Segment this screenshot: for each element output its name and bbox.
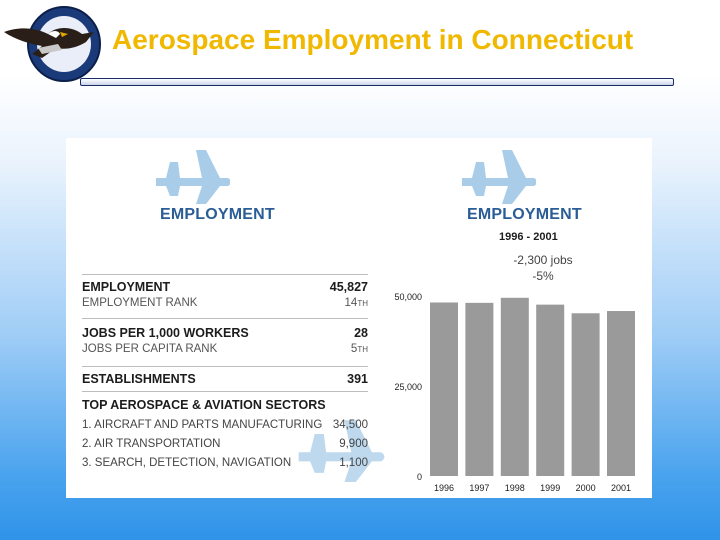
x-tick-label: 1997 [469,483,489,493]
x-tick-label: 1998 [505,483,525,493]
x-tick-label: 1996 [434,483,454,493]
employment-rank-label: EMPLOYMENT RANK [82,297,198,309]
x-tick-label: 2000 [576,483,596,493]
title-underline [80,78,674,86]
y-tick-label: 25,000 [394,382,422,392]
jobs-rank-value: 5TH [350,343,368,355]
y-tick-label: 50,000 [394,292,422,302]
jobs-label: JOBS PER 1,000 WORKERS [82,326,249,340]
employment-rank-value: 14TH [344,297,368,309]
divider [82,391,368,392]
sector-item: 2. AIR TRANSPORTATION 9,900 [82,438,368,450]
sectors-title: TOP AEROSPACE & AVIATION SECTORS [82,398,326,412]
annotation-pct: -5% [532,269,554,283]
airplane-icon [462,150,536,204]
jobs-rank-label: JOBS PER CAPITA RANK [82,343,218,355]
employment-value: 45,827 [329,280,368,294]
y-tick-label: 0 [417,472,422,482]
divider [82,274,368,275]
employment-bar-chart: 0 25,000 50,000 1996 1997 1998 1999 2000 2001 [394,292,635,493]
x-tick-label: 2001 [611,483,631,493]
divider [82,318,368,319]
bar [536,304,565,476]
divider [82,366,368,367]
bar [571,313,600,476]
left-section-heading: EMPLOYMENT [160,206,275,223]
employment-label: EMPLOYMENT [82,280,171,294]
bar [500,297,529,476]
chart-heading: EMPLOYMENT [467,206,582,223]
chart-subheading: 1996 - 2001 [499,231,558,243]
sector-item: 3. SEARCH, DETECTION, NAVIGATION 1,100 [82,457,368,469]
bar [465,302,494,476]
establishments-label: ESTABLISHMENTS [82,372,196,386]
x-tick-label: 1999 [540,483,560,493]
jobs-value: 28 [354,326,368,340]
annotation-jobs: -2,300 jobs [513,253,573,267]
infographic-panel: EMPLOYMENT EMPLOYMENT 45,827 EMPLOYMENT … [66,138,652,498]
airplane-icon [298,420,385,482]
bar [430,302,458,476]
bar [607,311,635,476]
page-title: Aerospace Employment in Connecticut [112,24,634,55]
sector-item: 1. AIRCRAFT AND PARTS MANUFACTURING 34,50… [82,419,368,431]
establishments-value: 391 [347,372,368,386]
airplane-icon [156,150,230,204]
pratt-whitney-logo [4,6,101,82]
